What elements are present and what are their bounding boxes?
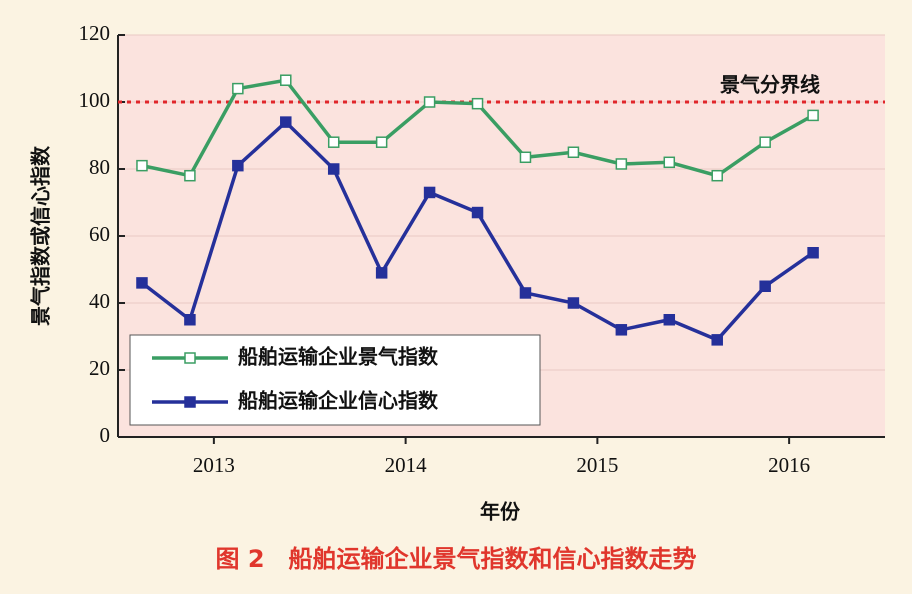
data-point [567, 297, 580, 309]
data-point [375, 267, 388, 279]
data-point [711, 334, 723, 346]
data-point [327, 136, 340, 148]
data-point [759, 136, 771, 148]
data-point [232, 159, 244, 172]
x-tick-label: 2016 [768, 453, 810, 477]
data-point [184, 314, 196, 326]
y-tick-label: 120 [79, 21, 111, 45]
y-tick-label: 60 [89, 222, 110, 246]
reference-label: 景气分界线 [720, 73, 820, 97]
y-tick-label: 20 [89, 356, 110, 380]
data-point [375, 136, 388, 148]
y-tick-label: 80 [89, 155, 110, 179]
data-point [519, 151, 532, 164]
data-point [615, 324, 628, 336]
data-point [663, 314, 676, 326]
y-tick-label: 40 [89, 289, 110, 313]
data-point [280, 74, 292, 86]
data-point [280, 116, 292, 128]
data-point [471, 97, 484, 110]
x-tick-label: 2014 [385, 453, 428, 477]
legend-label: 船舶运输企业信心指数 [238, 389, 439, 413]
data-point [663, 156, 676, 169]
data-point [232, 82, 244, 95]
data-point [567, 146, 580, 158]
legend-marker [184, 396, 196, 408]
data-point [711, 169, 723, 182]
legend-marker [184, 352, 196, 364]
data-point [136, 277, 148, 289]
data-point [184, 169, 196, 182]
y-tick-label: 100 [79, 88, 111, 112]
caption: 图 2 船舶运输企业景气指数和信心指数走势 [215, 545, 696, 573]
data-point [807, 247, 819, 259]
x-tick-label: 2013 [193, 453, 235, 477]
data-point [615, 158, 628, 170]
x-axis-title: 年份 [480, 500, 521, 524]
legend-box [129, 334, 541, 426]
y-axis-title: 景气指数或信心指数 [29, 145, 53, 326]
data-point [423, 96, 436, 108]
y-tick-label: 0 [100, 423, 111, 447]
data-point [807, 109, 819, 122]
legend-label: 船舶运输企业景气指数 [238, 345, 439, 369]
data-point [471, 206, 484, 219]
data-point [759, 280, 771, 292]
data-point [423, 186, 436, 199]
data-point [519, 287, 532, 299]
data-point [327, 163, 340, 175]
data-point [136, 159, 148, 172]
x-tick-label: 2015 [576, 453, 618, 477]
